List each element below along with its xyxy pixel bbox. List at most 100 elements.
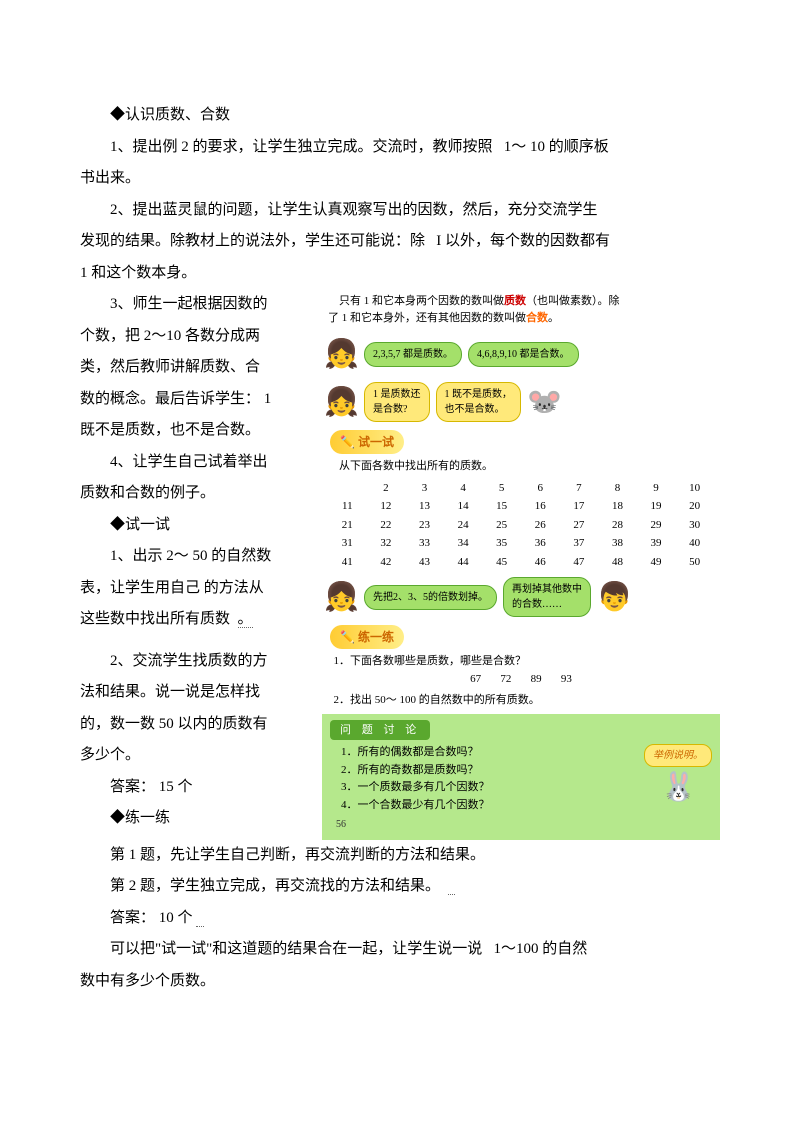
p2b: 发现的结果。除教材上的说法外，学生还可能说：除 <box>80 233 425 249</box>
girl-icon-2 <box>324 382 358 422</box>
cell: 44 <box>444 553 483 572</box>
cell: 9 <box>637 479 676 498</box>
bubble-row-1: 2,3,5,7 都是质数。 4,6,8,9,10 都是合数。 <box>322 330 720 378</box>
cell: 29 <box>637 516 676 535</box>
try-sub-text: 从下面各数中找出所有的质数。 <box>339 460 493 472</box>
cell: 10 <box>675 479 714 498</box>
cell: 49 <box>637 553 676 572</box>
page-number: 56 <box>330 815 712 834</box>
cell: 24 <box>444 516 483 535</box>
bubble-a1: 1 既不是质数， 也不是合数。 <box>436 382 522 422</box>
cell: 45 <box>482 553 521 572</box>
cell: 27 <box>560 516 599 535</box>
example-col: 举例说明。 <box>644 744 712 813</box>
cell: 18 <box>598 497 637 516</box>
d4: 4．一个合数最少有几个因数？ <box>341 799 490 811</box>
cell: 46 <box>521 553 560 572</box>
l7: 质数和合数的例子。 <box>80 478 310 510</box>
b6a: 再划掉其他数中 <box>512 584 582 595</box>
def-1: 只有 1 和它本身两个因数的数叫做 <box>339 295 504 307</box>
cell: 6 <box>521 479 560 498</box>
l10: 表，让学生用自己 的方法从 <box>80 573 310 605</box>
l4: 数的概念。最后告诉学生： 1 <box>80 384 310 416</box>
def-orange: 合数 <box>526 312 548 324</box>
l6: 4、让学生自己试着举出 <box>80 447 310 479</box>
grid-row-1: 11121314151617181920 <box>328 497 714 516</box>
mouse-icon <box>527 382 561 422</box>
l11b: 。 <box>238 611 253 628</box>
q1n2: 89 <box>531 673 542 685</box>
d3: 3．一个质数最多有几个因数？ <box>341 781 490 793</box>
cell: 26 <box>521 516 560 535</box>
cell: 19 <box>637 497 676 516</box>
cell: 42 <box>367 553 406 572</box>
p6a: 可以把"试一试"和这道题的结果合在一起，让学生说一说 <box>110 941 482 957</box>
bubble-hint-1: 先把2、3、5的倍数划掉。 <box>364 585 497 610</box>
cell: 17 <box>560 497 599 516</box>
cell: 2 <box>367 479 406 498</box>
cell: 16 <box>521 497 560 516</box>
textbook-page: 只有 1 和它本身两个因数的数叫做质数（也叫做素数）。除 了 1 和它本身外，还… <box>322 289 720 840</box>
p5a: 答案： 10 个 <box>110 910 193 926</box>
cell: 22 <box>367 516 406 535</box>
q2: 2．找出 50～ 100 的自然数中的所有质数。 <box>322 690 720 712</box>
bubble-row-2: 1 是质数还 是合数? 1 既不是质数， 也不是合数。 <box>322 378 720 426</box>
cell: 4 <box>444 479 483 498</box>
cell: 30 <box>675 516 714 535</box>
q1n3: 93 <box>561 673 572 685</box>
def-2: （也叫做素数）。除 <box>526 295 620 307</box>
p1-b: 1～ 10 的顺序板 <box>504 139 609 155</box>
two-column-section: 3、师生一起根据因数的 个数，把 2～10 各数分成两 类，然后教师讲解质数、合… <box>80 289 720 840</box>
para-1c: 书出来。 <box>80 163 720 195</box>
section-practice: 练一练 <box>330 625 404 649</box>
cell: 40 <box>675 534 714 553</box>
cell: 3 <box>405 479 444 498</box>
tb-definition: 只有 1 和它本身两个因数的数叫做质数（也叫做素数）。除 了 1 和它本身外，还… <box>322 289 720 330</box>
cell: 35 <box>482 534 521 553</box>
b3b: 是合数? <box>373 404 407 415</box>
cell: 37 <box>560 534 599 553</box>
cell: 39 <box>637 534 676 553</box>
cell: 50 <box>675 553 714 572</box>
boy-icon <box>597 577 631 617</box>
l13: 法和结果。说一说是怎样找 <box>80 677 310 709</box>
para-1: 1、提出例 2 的要求，让学生独立完成。交流时，教师按照 1～ 10 的顺序板 <box>80 132 720 164</box>
d2: 2．所有的奇数都是质数吗？ <box>341 764 479 776</box>
l11: 这些数中找出所有质数 。 <box>80 604 310 636</box>
cell: 11 <box>328 497 367 516</box>
cell: 25 <box>482 516 521 535</box>
para-6: 可以把"试一试"和这道题的结果合在一起，让学生说一说 1～100 的自然 <box>80 934 720 966</box>
l12: 2、交流学生找质数的方 <box>80 646 310 678</box>
para-4: 第 2 题，学生独立完成，再交流找的方法和结果。 <box>80 871 720 903</box>
bubble-row-3: 先把2、3、5的倍数划掉。 再划掉其他数中 的合数…… <box>322 573 720 621</box>
cell: 5 <box>482 479 521 498</box>
rabbit-icon <box>661 767 695 807</box>
l14: 的，数一数 50 以内的质数有 <box>80 709 310 741</box>
grid-row-3: 31323334353637383940 <box>328 534 714 553</box>
cell: 43 <box>405 553 444 572</box>
para-3: 第 1 题，先让学生自己判断，再交流判断的方法和结果。 <box>80 840 720 872</box>
l1: 3、师生一起根据因数的 <box>80 289 310 321</box>
para-2d: 1 和这个数本身。 <box>80 258 720 290</box>
q1: 1．下面各数哪些是质数，哪些是合数？ 67 72 89 93 <box>322 651 720 690</box>
d1: 1．所有的偶数都是合数吗？ <box>341 746 479 758</box>
l8: ◆试一试 <box>80 510 310 542</box>
grid-row-2: 21222324252627282930 <box>328 516 714 535</box>
number-grid: 2345678910 11121314151617181920 21222324… <box>322 477 720 574</box>
def-red: 质数 <box>504 295 526 307</box>
girl-icon-3 <box>324 577 358 617</box>
q1-text: 1．下面各数哪些是质数，哪些是合数？ <box>334 655 527 667</box>
cell: 12 <box>367 497 406 516</box>
q2-text: 2．找出 50～ 100 的自然数中的所有质数。 <box>334 694 540 706</box>
l3: 类，然后教师讲解质数、合 <box>80 352 310 384</box>
cell: 13 <box>405 497 444 516</box>
grid-row-0: 2345678910 <box>328 479 714 498</box>
cell: 36 <box>521 534 560 553</box>
bubble-hint-2: 再划掉其他数中 的合数…… <box>503 577 591 617</box>
cell: 8 <box>598 479 637 498</box>
bubble-q1: 1 是质数还 是合数? <box>364 382 430 422</box>
cell: 20 <box>675 497 714 516</box>
bubble-primes: 2,3,5,7 都是质数。 <box>364 342 462 367</box>
example-pill: 举例说明。 <box>644 744 712 767</box>
cell: 28 <box>598 516 637 535</box>
